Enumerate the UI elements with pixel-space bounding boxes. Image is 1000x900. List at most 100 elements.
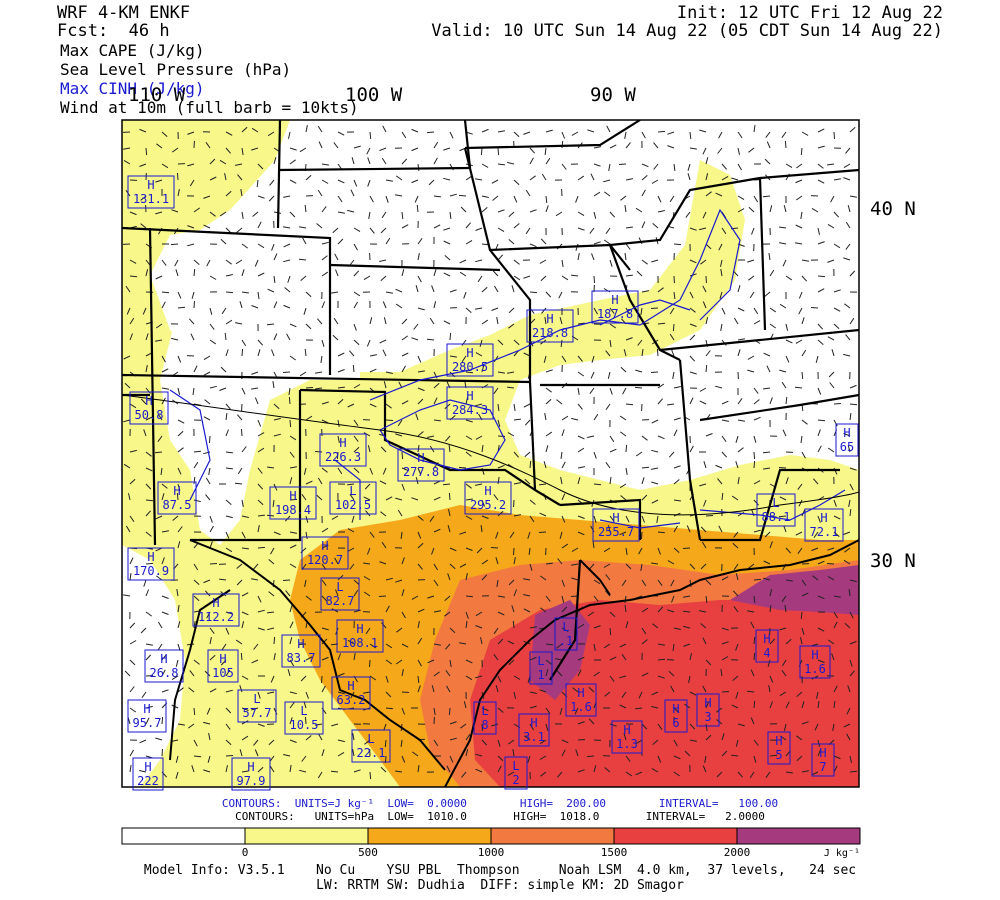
pressure-center-type: H (173, 484, 180, 498)
colorbar-segment (367, 827, 492, 845)
pressure-center-value: 72.1 (810, 525, 839, 539)
pressure-center-value: 1.3 (616, 737, 638, 751)
pressure-center-value: 226.3 (325, 450, 361, 464)
pressure-center-type: H (704, 696, 711, 710)
pressure-center-type: H (212, 596, 219, 610)
colorbar-segment (121, 827, 246, 845)
colorbar-tick-label: 1500 (601, 846, 628, 859)
pressure-center-type: L (336, 580, 343, 594)
pressure-center-value: 3.1 (523, 730, 545, 744)
slp-contours (122, 394, 859, 516)
cape-orange-region (290, 505, 859, 787)
pressure-center-value: 97.9 (237, 774, 266, 788)
pressure-center-type: L (481, 704, 488, 718)
pressure-center-value: 2 (512, 773, 519, 787)
pressure-center-value: 170.9 (133, 564, 169, 578)
pressure-center-value: 87.5 (163, 498, 192, 512)
cape-purple-coast (530, 600, 590, 700)
cinh-contours (169, 208, 846, 529)
high-pressure-center: H1.3 (611, 720, 643, 754)
map-content (122, 120, 859, 787)
pressure-center-value: 284.3 (452, 403, 488, 417)
high-pressure-center: H3 (696, 693, 720, 727)
pressure-center-value: 6 (672, 716, 679, 730)
pressure-center-type: H (612, 511, 619, 525)
high-pressure-center: H1.6 (565, 683, 597, 717)
cape-purple-region (730, 565, 859, 615)
colorbar-segment (613, 827, 738, 845)
pressure-center-type: H (577, 686, 584, 700)
pressure-center-type: H (347, 679, 354, 693)
pressure-center-value: 280.5 (452, 360, 488, 374)
forecast-hour: Fcst: 46 h (57, 21, 170, 41)
high-pressure-center: H83.7 (281, 634, 321, 668)
high-pressure-center: H7 (811, 743, 835, 777)
colorbar-unit: J kg⁻¹ (824, 848, 860, 859)
pressure-center-type: H (143, 702, 150, 716)
field-label-wind: Wind at 10m (full barb = 10kts) (60, 98, 359, 117)
pressure-center-value: 7 (819, 760, 826, 774)
pressure-center-value: 102.5 (335, 498, 371, 512)
low-pressure-center: L1 (529, 651, 553, 685)
high-pressure-center: H26.8 (144, 649, 184, 683)
low-pressure-center: L10.5 (284, 701, 324, 735)
slp-contour-info: CONTOURS: UNITS=hPa LOW= 1010.0 HIGH= 10… (235, 810, 765, 823)
colorbar-tick-label: 1000 (478, 846, 505, 859)
low-pressure-center: L22.1 (351, 729, 391, 763)
pressure-center-type: H (417, 451, 424, 465)
pressure-center-value: 277.8 (403, 465, 439, 479)
pressure-center-value: 120.7 (307, 553, 343, 567)
pressure-center-value: 295.2 (470, 498, 506, 512)
pressure-center-type: H (819, 746, 826, 760)
high-pressure-center: H5 (767, 731, 791, 765)
high-pressure-center: H4 (755, 629, 779, 663)
pressure-center-type: H (820, 511, 827, 525)
pressure-center-value: .1 (559, 634, 573, 648)
pressure-center-type: H (147, 178, 154, 192)
pressure-center-type: H (623, 723, 630, 737)
pressure-center-type: H (339, 436, 346, 450)
field-label-slp: Sea Level Pressure (hPa) (60, 60, 292, 79)
pressure-center-value: 57.7 (243, 706, 272, 720)
coastlines (169, 539, 859, 787)
low-pressure-center: L8 (473, 701, 497, 735)
pressure-center-value: 10.5 (290, 718, 319, 732)
high-pressure-center: H95.7 (127, 699, 167, 733)
pressure-center-value: 95.7 (133, 716, 162, 730)
pressure-center-value: 50.8 (135, 408, 164, 422)
pressure-center-type: L (300, 704, 307, 718)
low-pressure-center: L82.7 (320, 577, 360, 611)
pressure-center-type: H (843, 426, 850, 440)
pressure-center-value: 83.7 (287, 651, 316, 665)
map-background (122, 120, 859, 787)
pressure-center-value: 255.7 (598, 525, 634, 539)
pressure-center-type: L (253, 692, 260, 706)
pressure-center-type: H (466, 389, 473, 403)
cape-colorbar: 0 500 1000 1500 2000 J kg⁻¹ (121, 827, 861, 859)
pressure-center-type: H (672, 702, 679, 716)
pressure-center-value: 108.1 (342, 636, 378, 650)
pressure-center-type: L (537, 654, 544, 668)
model-info-line1: Model Info: V3.5.1 No Cu YSU PBL Thompso… (143, 863, 857, 878)
high-pressure-center: H97.9 (231, 757, 271, 791)
high-pressure-center: H1.6 (799, 645, 831, 679)
valid-time: Valid: 10 UTC Sun 14 Aug 22 (05 CDT Sun … (431, 21, 943, 41)
high-pressure-center: H72.1 (804, 508, 844, 542)
pressure-center-type: H (321, 539, 328, 553)
pressure-center-type: H (611, 293, 618, 307)
high-pressure-center: H87.5 (157, 481, 197, 515)
high-pressure-center: H63.2 (331, 676, 371, 710)
pressure-centers: H131.1H187.8H218.8H280.5H284.3H50.8H226.… (127, 175, 859, 791)
